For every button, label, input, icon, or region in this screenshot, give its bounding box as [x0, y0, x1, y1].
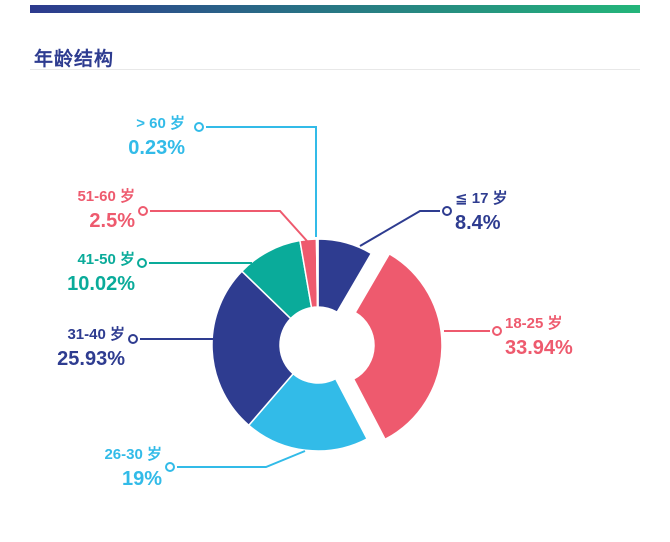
donut-slice-3[interactable]: [211, 270, 295, 427]
slice-label-51-60: 51-60 岁 2.5%: [43, 188, 135, 233]
slice-label-18-25: 18-25 岁 33.94%: [505, 315, 573, 360]
callout-line-5: [150, 210, 308, 242]
slice-label-le17-name: ≦ 17 岁: [455, 190, 508, 207]
donut-slice-0[interactable]: [317, 238, 373, 314]
slice-label-31-40-percent: 25.93%: [57, 348, 125, 370]
slice-label-51-60-name: 51-60 岁: [77, 188, 135, 205]
callout-marker-6: [194, 122, 204, 132]
slice-label-gt60-percent: 0.23%: [128, 137, 185, 159]
title-divider: [30, 69, 640, 70]
callout-line-2: [177, 450, 306, 468]
slice-label-le17: ≦ 17 岁 8.4%: [455, 190, 508, 235]
slice-label-26-30: 26-30 岁 19%: [58, 446, 162, 491]
slice-label-26-30-percent: 19%: [121, 468, 162, 490]
callout-line-0: [359, 210, 440, 247]
page-title: 年龄结构: [34, 48, 115, 70]
slice-label-41-50: 41-50 岁 10.02%: [23, 251, 135, 296]
donut-slice-6[interactable]: [315, 238, 319, 308]
callout-marker-3: [128, 334, 138, 344]
slice-label-le17-percent: 8.4%: [455, 212, 501, 234]
slice-label-41-50-percent: 10.02%: [67, 273, 135, 295]
callout-marker-4: [137, 258, 147, 268]
callout-marker-2: [165, 462, 175, 472]
donut-slice-1[interactable]: [352, 252, 443, 441]
slice-label-26-30-name: 26-30 岁: [104, 446, 162, 463]
donut-chart-svg: [128, 122, 502, 472]
age-structure-donut-chart: ≦ 17 岁 8.4% 18-25 岁 33.94% 26-30 岁 19% 3…: [0, 80, 670, 542]
donut-slice-2[interactable]: [247, 372, 369, 452]
slice-label-31-40: 31-40 岁 25.93%: [8, 326, 125, 371]
slice-label-gt60: > 60 岁 0.23%: [93, 115, 185, 160]
callout-marker-5: [138, 206, 148, 216]
callout-marker-1: [492, 326, 502, 336]
callout-marker-0: [442, 206, 452, 216]
slice-label-31-40-name: 31-40 岁: [67, 326, 125, 343]
slice-label-18-25-percent: 33.94%: [505, 337, 573, 359]
slice-label-18-25-name: 18-25 岁: [505, 315, 563, 332]
slice-label-41-50-name: 41-50 岁: [77, 251, 135, 268]
slice-label-gt60-name: > 60 岁: [136, 115, 185, 132]
callout-line-6: [206, 126, 317, 237]
header-gradient-bar: [30, 5, 640, 13]
slice-label-51-60-percent: 2.5%: [89, 210, 135, 232]
